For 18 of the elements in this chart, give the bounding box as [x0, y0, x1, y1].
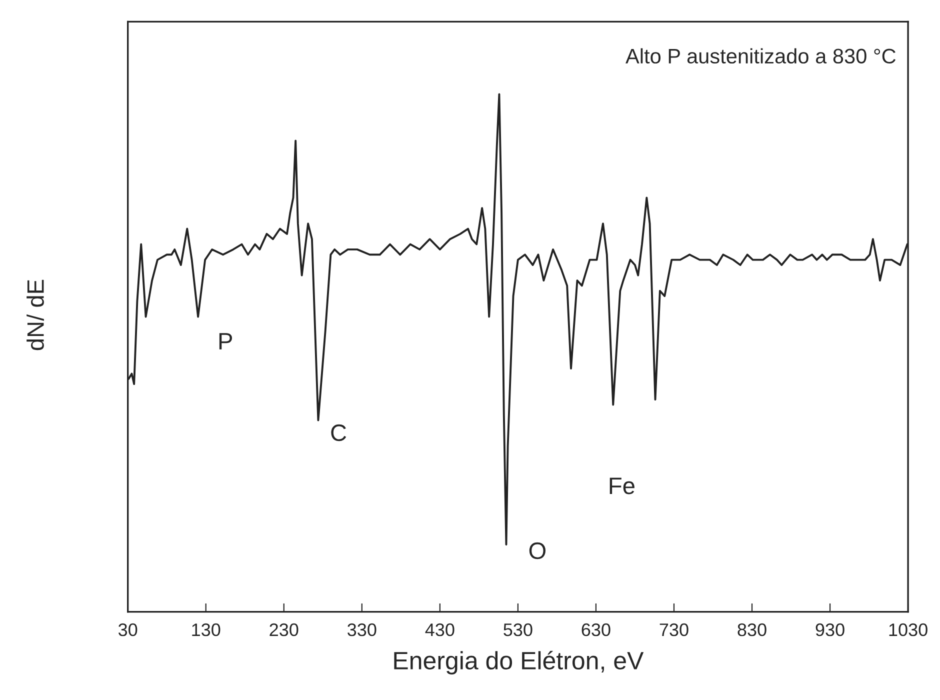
x-tick-label: 130 [192, 623, 220, 636]
x-tick-label: 330 [348, 623, 376, 636]
annotation: O [529, 542, 546, 560]
x-tick-label: 730 [660, 623, 688, 636]
text: Alto P austenitizado a 830 °C [626, 48, 896, 64]
y-axis-title: dN/ dE [26, 280, 44, 350]
x-tick-label: 830 [738, 623, 766, 636]
annotation: C [331, 424, 346, 442]
x-tick-label: 630 [582, 623, 610, 636]
annotation: P [219, 333, 232, 350]
x-tick-label: 230 [270, 623, 298, 636]
x-tick-label: 430 [425, 623, 454, 636]
x-tick-label: 530 [504, 623, 532, 636]
x-tick-label: 30 [118, 623, 138, 636]
x-axis-title: Energia do Elétron, eV [394, 650, 644, 674]
annotation: Fe [610, 478, 634, 494]
x-tick-label: 1030 [889, 623, 928, 636]
x-tick-label: 930 [816, 623, 844, 636]
